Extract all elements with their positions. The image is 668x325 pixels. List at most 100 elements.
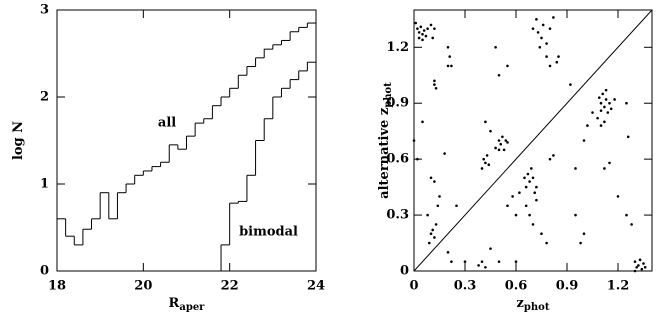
- scatter-point: [480, 260, 484, 263]
- scatter-point: [446, 251, 450, 254]
- scatter-point: [604, 98, 608, 101]
- scatter-point: [511, 195, 514, 198]
- scatter-point: [603, 120, 606, 124]
- label-main: R: [169, 296, 180, 311]
- scatter-point: [524, 204, 528, 208]
- scatter-point: [599, 101, 603, 105]
- scatter-point: [501, 135, 504, 139]
- scatter-point: [419, 25, 423, 29]
- x-tick-label: 22: [221, 279, 239, 294]
- scatter-point: [497, 73, 501, 77]
- scatter-point: [606, 111, 610, 114]
- x-tick-label: 20: [134, 279, 152, 294]
- scatter-point: [480, 167, 484, 170]
- scatter-point: [541, 23, 545, 27]
- scatter-point: [497, 260, 501, 263]
- x-tick-label: 1.2: [607, 279, 630, 294]
- scatter-point: [599, 109, 603, 112]
- scatter-point: [433, 180, 436, 183]
- scatter-point: [428, 241, 431, 245]
- scatter-point: [446, 45, 450, 49]
- scatter-point: [426, 27, 429, 30]
- scatter-point: [514, 213, 518, 217]
- scatter-point: [463, 260, 467, 263]
- scatter-point: [417, 36, 421, 40]
- y-tick-label: 3: [40, 3, 49, 18]
- scatter-point: [424, 34, 428, 38]
- scatter-point: [485, 154, 489, 157]
- scatter-point: [591, 111, 594, 114]
- scatter-point: [528, 180, 531, 183]
- scatter-point: [506, 141, 509, 144]
- scatter-point: [494, 45, 497, 49]
- scatter-point: [569, 83, 572, 86]
- scatter-point: [531, 223, 535, 226]
- scatter-point: [582, 232, 586, 236]
- scatter-point: [608, 161, 611, 165]
- scatter-point: [489, 129, 492, 133]
- scatter-point: [603, 167, 606, 170]
- scatter-point: [601, 92, 604, 96]
- scatter-point: [482, 157, 486, 161]
- scatter-point: [429, 232, 433, 236]
- scatter-point: [545, 42, 548, 45]
- scatter-point: [545, 241, 548, 245]
- x-tick-label: 0: [409, 279, 418, 294]
- scatter-point: [616, 195, 620, 198]
- scatter-point: [433, 83, 436, 86]
- label-sub: aper: [179, 302, 205, 313]
- scatter-point: [431, 228, 435, 232]
- scatter-point: [643, 265, 647, 269]
- scatter-point: [518, 191, 521, 194]
- y-tick-label: 0.6: [386, 152, 409, 167]
- scatter-point: [433, 79, 436, 83]
- scatter-point: [421, 38, 424, 42]
- scatter-point: [489, 247, 492, 250]
- x-tick-label: 18: [48, 279, 66, 294]
- scatter-point: [416, 157, 419, 161]
- scatter-point: [626, 135, 630, 139]
- scatter-point: [433, 27, 436, 30]
- label-sub: phot: [383, 82, 394, 108]
- scatter-point: [504, 139, 508, 142]
- scatter-point: [535, 185, 538, 189]
- x-tick-label: 0.3: [454, 279, 477, 294]
- x-axis-label: zphot: [517, 296, 550, 313]
- scatter-point: [416, 27, 419, 30]
- reference-line: [414, 10, 652, 271]
- label-main: z: [517, 296, 524, 311]
- scatter-point: [434, 87, 438, 90]
- scatter-point: [433, 236, 436, 239]
- scatter-point: [426, 213, 429, 217]
- scatter-point: [582, 139, 586, 142]
- scatter-point: [414, 21, 418, 25]
- scatter-point: [535, 198, 538, 202]
- scatter-point: [531, 176, 535, 180]
- x-tick-label: 0.9: [556, 279, 579, 294]
- y-tick-label: 1: [40, 177, 49, 192]
- scatter-point: [555, 60, 559, 64]
- scatter-point: [438, 195, 441, 198]
- scatter-point: [609, 107, 613, 111]
- y-tick-label: 2: [40, 90, 49, 105]
- scatter-point: [586, 124, 589, 127]
- scatter-point: [603, 105, 606, 109]
- y-tick-label: 0.3: [386, 208, 409, 223]
- y-tick-label: 0: [40, 264, 49, 279]
- scatter-point: [598, 96, 601, 99]
- x-tick-label: 24: [307, 279, 325, 294]
- scatter-point: [484, 161, 487, 165]
- scatter-point: [613, 98, 616, 101]
- scatter-point: [535, 18, 538, 21]
- scatter-point: [604, 88, 608, 92]
- x-axis-label: Raper: [169, 296, 206, 313]
- label-sub: phot: [524, 302, 550, 313]
- scatter-point: [417, 31, 421, 34]
- scatter-point: [523, 176, 526, 180]
- scatter-point: [484, 265, 487, 269]
- scatter-point: [630, 223, 633, 226]
- scatter-point: [574, 167, 577, 170]
- scatter-point: [557, 55, 560, 58]
- scatter-point: [638, 258, 642, 262]
